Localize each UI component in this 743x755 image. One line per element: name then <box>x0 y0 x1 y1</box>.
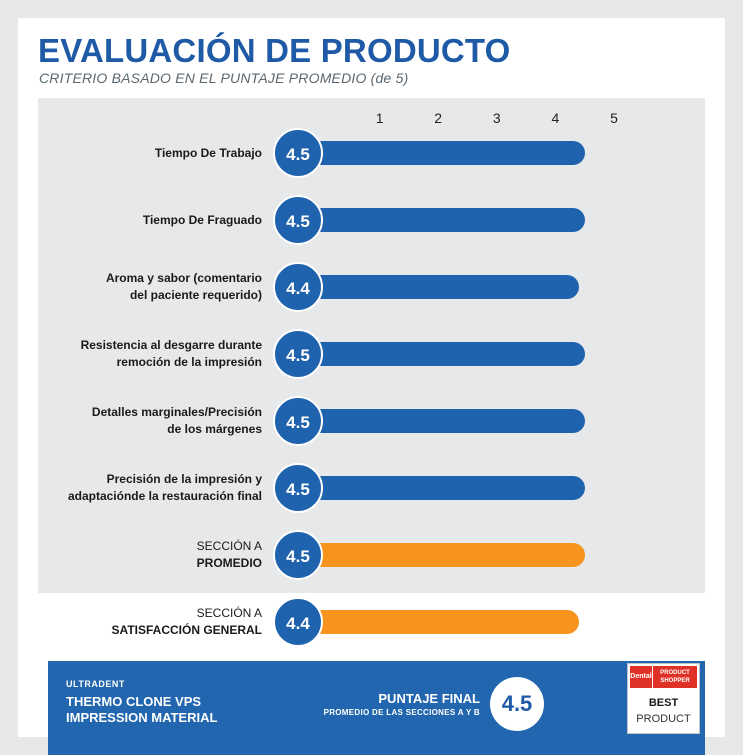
score-badge: 4.5 <box>273 128 323 178</box>
score-bar <box>293 275 579 299</box>
score-badge: 4.5 <box>273 463 323 513</box>
product-name-line1: THERMO CLONE VPS <box>66 694 202 709</box>
x-tick-label: 1 <box>375 110 384 126</box>
row-label-line1: Precisión de la impresión y <box>106 472 262 486</box>
score-badge: 4.5 <box>273 329 323 379</box>
score-bar <box>293 342 585 366</box>
score-badge: 4.5 <box>273 195 323 245</box>
page-title: EVALUACIÓN DE PRODUCTO <box>38 32 511 69</box>
final-score-subtitle: PROMEDIO DE LAS SECCIONES A Y B <box>323 708 480 717</box>
seal-ps-line2: SHOPPER <box>660 678 690 684</box>
row-label-line1: Aroma y sabor (comentario <box>105 271 262 285</box>
row-label-line1: Tiempo De Fraguado <box>142 212 262 227</box>
row-label: Tiempo De Trabajo <box>42 145 262 162</box>
seal-banner: Dental PRODUCT SHOPPER <box>630 666 697 688</box>
seal-product-shopper: PRODUCT SHOPPER <box>653 666 697 688</box>
product-name: THERMO CLONE VPS IMPRESSION MATERIAL <box>66 694 256 726</box>
score-badge: 4.5 <box>273 396 323 446</box>
row-label-line1: Resistencia al desgarre durante <box>80 338 262 352</box>
row-label: SECCIÓN A PROMEDIO <box>42 538 262 572</box>
score-bar <box>293 543 585 567</box>
score-bar <box>293 141 585 165</box>
row-label: Detalles marginales/Precisión de los márg… <box>42 404 262 438</box>
product-name-line2: IMPRESSION MATERIAL <box>66 710 218 725</box>
row-label: SECCIÓN A SATISFACCIÓN GENERAL <box>42 605 262 639</box>
seal-best-text: BEST <box>648 697 679 709</box>
score-badge: 4.5 <box>273 530 323 580</box>
final-score-badge: 4.5 <box>490 677 544 731</box>
x-tick-label: 2 <box>434 110 443 126</box>
row-label: Resistencia al desgarre durante remoción … <box>42 337 262 371</box>
row-label-line2: PROMEDIO <box>196 556 262 570</box>
score-bar <box>293 476 585 500</box>
final-score-title: PUNTAJE FINAL <box>378 691 480 706</box>
brand-name: ULTRADENT <box>66 679 125 689</box>
best-product-seal: Dental PRODUCT SHOPPER BEST PRODUCT <box>627 663 700 734</box>
x-tick-label: 4 <box>551 110 560 126</box>
x-tick-label: 5 <box>610 110 618 126</box>
page-subtitle: CRITERIO BASADO EN EL PUNTAJE PROMEDIO (… <box>39 70 409 86</box>
row-label-line1: SECCIÓN A <box>196 606 262 620</box>
row-label: Aroma y sabor (comentario del paciente re… <box>42 270 262 304</box>
row-label: Precisión de la impresión y adaptaciónde … <box>42 471 262 505</box>
row-label-line2: adaptaciónde la restauración final <box>67 489 262 503</box>
seal-product-text: PRODUCT <box>636 713 691 725</box>
score-badge: 4.4 <box>273 597 323 647</box>
row-label-line1: Tiempo De Trabajo <box>154 145 262 160</box>
x-tick-label: 3 <box>492 110 501 126</box>
row-label: Tiempo De Fraguado <box>42 212 262 229</box>
row-label-line1: Detalles marginales/Precisión <box>91 405 262 419</box>
row-label-line1: SECCIÓN A <box>196 539 262 553</box>
seal-ps-line1: PRODUCT <box>660 670 690 676</box>
seal-dental-text: Dental <box>630 666 652 688</box>
score-bar <box>293 208 585 232</box>
evaluation-card: EVALUACIÓN DE PRODUCTO CRITERIO BASADO E… <box>18 18 725 755</box>
row-label-line2: de los márgenes <box>167 422 262 436</box>
final-score-footer: ULTRADENT THERMO CLONE VPS IMPRESSION MA… <box>48 661 705 755</box>
score-badge: 4.4 <box>273 262 323 312</box>
score-bar <box>293 610 579 634</box>
row-label-line2: SATISFACCIÓN GENERAL <box>111 623 262 637</box>
row-label-line2: del paciente requerido) <box>129 288 262 302</box>
row-label-line2: remoción de la impresión <box>116 355 262 369</box>
score-bar <box>293 409 585 433</box>
